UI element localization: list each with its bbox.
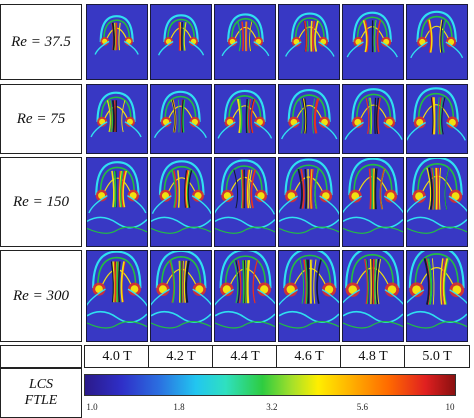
- ftle-panel: [278, 4, 340, 80]
- ftle-field-drawing: [279, 158, 339, 234]
- ftle-field-drawing: [217, 89, 273, 139]
- ftle-panel: [342, 157, 404, 247]
- ftle-field-drawing: [346, 11, 398, 58]
- colorbar-legend: LCS FTLE 1.0 1.8 3.2 5.6 10: [0, 368, 474, 418]
- ftle-panel-grid: Re = 37.5 Re = 75 Re = 150 Re = 300: [0, 4, 468, 342]
- ftle-field-drawing: [94, 15, 139, 55]
- ftle-panel: [406, 4, 468, 80]
- row-label: Re = 150: [0, 157, 82, 247]
- ftle-panel: [342, 4, 404, 80]
- ftle-field-drawing: [407, 158, 467, 234]
- time-row-corner: [0, 345, 82, 368]
- colorbar-tick-label: 5.6: [356, 402, 368, 412]
- ftle-field-drawing: [87, 251, 147, 329]
- ftle-field-drawing: [90, 91, 142, 138]
- ftle-field-drawing: [343, 251, 403, 329]
- time-label: 4.8 T: [340, 345, 406, 368]
- time-label: 4.0 T: [84, 345, 150, 368]
- ftle-panel: [86, 250, 148, 342]
- ftle-panel: [150, 84, 212, 154]
- ftle-panel: [278, 250, 340, 342]
- ftle-field-drawing: [153, 90, 207, 138]
- legend-label: LCS FTLE: [0, 368, 82, 418]
- ftle-panel: [406, 157, 468, 247]
- ftle-field-drawing: [158, 14, 205, 56]
- colorbar-tick-label: 1.0: [86, 402, 98, 412]
- row-label: Re = 300: [0, 250, 82, 342]
- ftle-panel: [150, 250, 212, 342]
- ftle-field-drawing: [344, 88, 403, 140]
- ftle-panel: [278, 84, 340, 154]
- ftle-panel: [150, 4, 212, 80]
- ftle-panel: [342, 250, 404, 342]
- colorbar-tick-label: 1.8: [173, 402, 185, 412]
- time-label: 4.6 T: [276, 345, 342, 368]
- ftle-panel: [86, 4, 148, 80]
- ftle-panel: [214, 250, 276, 342]
- ftle-panel: [214, 84, 276, 154]
- ftle-field-drawing: [280, 88, 338, 140]
- row-label: Re = 75: [0, 84, 82, 154]
- row-label: Re = 37.5: [0, 4, 82, 80]
- ftle-field-drawing: [285, 12, 335, 57]
- ftle-panel: [214, 4, 276, 80]
- ftle-field-drawing: [151, 160, 211, 234]
- time-label: 5.0 T: [404, 345, 470, 368]
- ftle-field-drawing: [87, 161, 147, 234]
- ftle-panel: [406, 84, 468, 154]
- colorbar-tick-label: 10: [445, 402, 455, 412]
- ftle-field-drawing: [215, 251, 275, 329]
- legend-line-lcs: LCS: [28, 377, 54, 392]
- ftle-field-drawing: [407, 87, 466, 141]
- ftle-panel: [214, 157, 276, 247]
- ftle-panel: [278, 157, 340, 247]
- ftle-panel: [150, 157, 212, 247]
- ftle-field-drawing: [215, 159, 275, 234]
- ftle-panel: [342, 84, 404, 154]
- ftle-field-drawing: [410, 10, 464, 59]
- ftle-field-drawing: [407, 251, 467, 329]
- ftle-panel: [406, 250, 468, 342]
- ftle-field-drawing: [221, 13, 270, 57]
- ftle-field-drawing: [151, 251, 211, 329]
- legend-line-ftle: FTLE: [24, 393, 58, 408]
- ftle-panel: [86, 84, 148, 154]
- colorbar-tick-label: 3.2: [266, 402, 278, 412]
- time-label: 4.2 T: [148, 345, 214, 368]
- time-label: 4.4 T: [212, 345, 278, 368]
- ftle-panel: [86, 157, 148, 247]
- ftle-colorbar: [84, 374, 456, 396]
- ftle-field-drawing: [279, 251, 339, 329]
- ftle-field-drawing: [343, 158, 403, 234]
